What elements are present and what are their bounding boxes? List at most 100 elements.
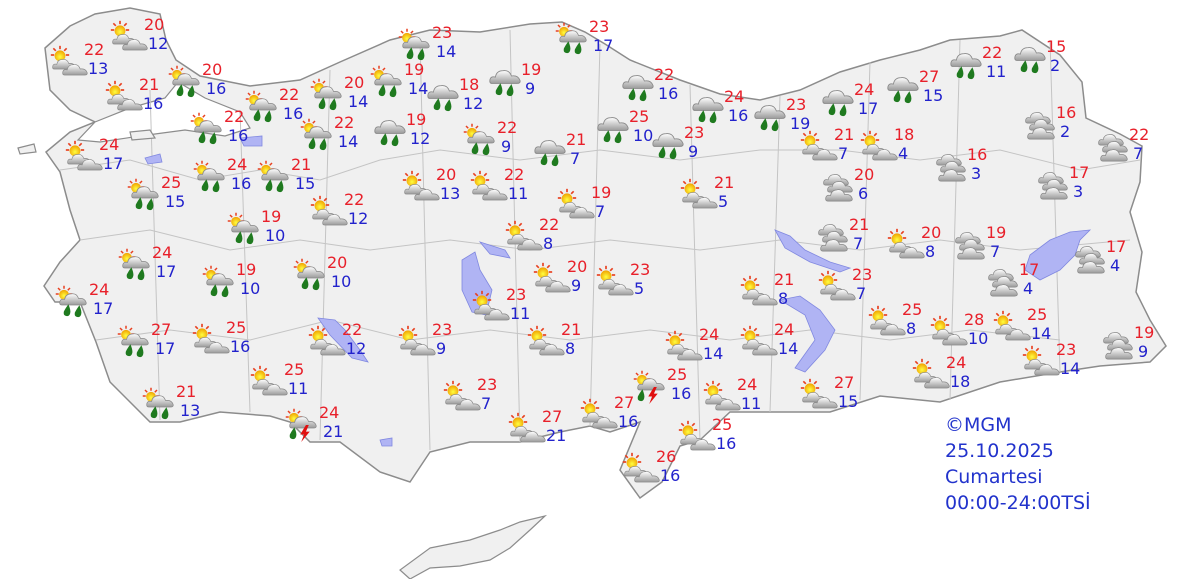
- min-temp: 14: [408, 79, 429, 98]
- weather-station: 19 12: [372, 111, 442, 159]
- min-temp: 16: [618, 412, 639, 431]
- min-temp: 21: [323, 422, 344, 441]
- min-temp: 15: [295, 174, 316, 193]
- max-temp: 19: [521, 60, 542, 79]
- min-temp: 17: [155, 339, 176, 358]
- max-temp: 25: [284, 360, 305, 379]
- max-temp: 20: [344, 73, 365, 92]
- weather-station: 16 3: [933, 146, 1003, 194]
- min-temp: 2: [1060, 122, 1071, 141]
- min-temp: 16: [143, 94, 164, 113]
- weather-station: 19 9: [1100, 324, 1170, 372]
- min-temp: 7: [990, 242, 1001, 261]
- max-temp: 23: [684, 123, 705, 142]
- weather-station: 23 5: [596, 261, 666, 309]
- weather-station: 25 16: [633, 366, 703, 414]
- min-temp: 9: [571, 276, 582, 295]
- weather-station: 22 13: [50, 41, 120, 89]
- min-temp: 8: [778, 289, 789, 308]
- weather-station: 21 16: [105, 76, 175, 124]
- min-temp: 9: [436, 339, 447, 358]
- min-temp: 13: [88, 59, 109, 78]
- map-legend: ©MGM 25.10.2025 Cumartesi 00:00-24:00TSİ: [945, 412, 1091, 516]
- weather-station: 24 18: [912, 354, 982, 402]
- max-temp: 27: [614, 393, 635, 412]
- max-temp: 25: [226, 318, 247, 337]
- min-temp: 2: [1050, 56, 1061, 75]
- max-temp: 22: [1129, 125, 1150, 144]
- weather-station: 20 8: [887, 224, 957, 272]
- max-temp: 20: [921, 223, 942, 242]
- weather-station: 23 14: [398, 24, 468, 72]
- max-temp: 15: [1046, 37, 1067, 56]
- min-temp: 11: [510, 304, 531, 323]
- weather-station: 22 12: [310, 191, 380, 239]
- min-temp: 12: [463, 94, 484, 113]
- period-label: 00:00-24:00TSİ: [945, 492, 1091, 514]
- min-temp: 7: [856, 284, 867, 303]
- max-temp: 18: [894, 125, 915, 144]
- weather-station: 21 7: [815, 216, 885, 264]
- weather-station: 22 8: [505, 216, 575, 264]
- turkey-land: [43, 7, 1167, 500]
- weather-station: 17 3: [1035, 164, 1105, 212]
- max-temp: 21: [139, 75, 160, 94]
- weather-station: 22 12: [308, 321, 378, 369]
- weather-station: 22 16: [245, 86, 315, 134]
- province-borders: [59, 29, 1141, 451]
- min-temp: 7: [853, 234, 864, 253]
- min-temp: 16: [660, 466, 681, 485]
- min-temp: 21: [546, 426, 567, 445]
- weather-station: 25 14: [993, 306, 1063, 354]
- max-temp: 23: [589, 17, 610, 36]
- weather-station: 24 16: [193, 156, 263, 204]
- min-temp: 13: [180, 401, 201, 420]
- weather-station: 21 13: [142, 383, 212, 431]
- weather-station: 19 10: [202, 261, 272, 309]
- weather-station: 21 7: [532, 131, 602, 179]
- weather-station: 25 16: [678, 416, 748, 464]
- weather-station: 23 9: [398, 321, 468, 369]
- max-temp: 24: [854, 80, 875, 99]
- weather-station: 23 7: [443, 376, 513, 424]
- min-temp: 7: [481, 394, 492, 413]
- weather-station: 24 17: [118, 244, 188, 292]
- min-temp: 14: [1060, 359, 1081, 378]
- max-temp: 22: [504, 165, 525, 184]
- weather-station: 22 16: [620, 66, 690, 114]
- min-temp: 11: [508, 184, 529, 203]
- max-temp: 17: [1106, 237, 1127, 256]
- max-temp: 21: [291, 155, 312, 174]
- weather-station: 24 16: [690, 88, 760, 136]
- max-temp: 22: [334, 113, 355, 132]
- min-temp: 17: [593, 36, 614, 55]
- weather-station: 24 11: [703, 376, 773, 424]
- max-temp: 24: [774, 320, 795, 339]
- max-temp: 22: [224, 107, 245, 126]
- max-temp: 17: [1019, 260, 1040, 279]
- max-temp: 25: [1027, 305, 1048, 324]
- min-temp: 9: [1138, 342, 1149, 361]
- max-temp: 19: [406, 110, 427, 129]
- max-temp: 24: [227, 155, 248, 174]
- lake-van: [1024, 229, 1092, 281]
- min-temp: 5: [718, 192, 729, 211]
- max-temp: 16: [967, 145, 988, 164]
- weather-station: 19 9: [487, 61, 557, 109]
- weather-station: 21 5: [680, 174, 750, 222]
- weather-station: 21 7: [800, 126, 870, 174]
- weather-station: 25 11: [250, 361, 320, 409]
- min-temp: 14: [703, 344, 724, 363]
- min-temp: 19: [790, 114, 811, 133]
- max-temp: 20: [567, 257, 588, 276]
- max-temp: 21: [849, 215, 870, 234]
- weather-station: 19 7: [952, 224, 1022, 272]
- max-temp: 22: [279, 85, 300, 104]
- weather-station: 27 16: [580, 394, 650, 442]
- min-temp: 10: [633, 126, 654, 145]
- min-temp: 14: [348, 92, 369, 111]
- min-temp: 9: [525, 79, 536, 98]
- max-temp: 27: [919, 67, 940, 86]
- weather-station: 22 14: [300, 114, 370, 162]
- max-temp: 25: [629, 107, 650, 126]
